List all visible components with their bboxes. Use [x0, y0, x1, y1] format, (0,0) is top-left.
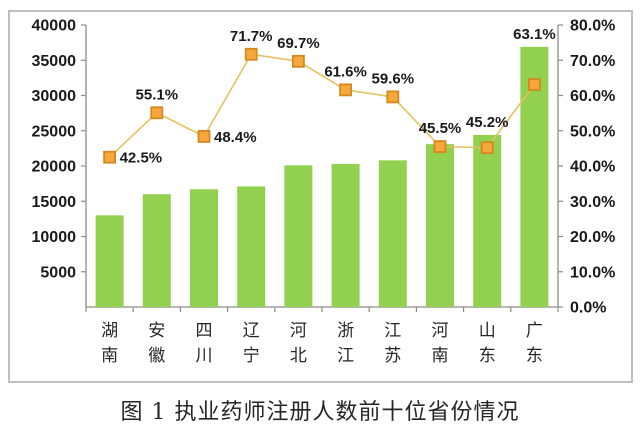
- right-axis-tick-label: 0.0%: [570, 300, 606, 317]
- line-marker: [528, 78, 541, 91]
- category-label: 南: [101, 346, 118, 366]
- category-label: 徽: [148, 346, 165, 366]
- bar: [142, 194, 171, 307]
- line-marker: [103, 150, 116, 164]
- point-label: 55.1%: [136, 86, 179, 103]
- left-axis-tick-label: 35000: [32, 53, 77, 70]
- point-label: 71.7%: [230, 28, 273, 45]
- line-series: [109, 53, 536, 158]
- point-label: 48.4%: [214, 129, 257, 146]
- line-marker: [433, 140, 447, 154]
- right-axis-tick-label: 30.0%: [570, 194, 615, 211]
- category-label: 东: [479, 346, 496, 366]
- point-label: 59.6%: [372, 70, 415, 87]
- bar: [190, 189, 218, 307]
- category-label: 辽: [243, 321, 260, 341]
- category-label: 宁: [243, 346, 260, 366]
- category-label: 四: [196, 321, 213, 341]
- left-axis-tick-label: 15000: [32, 194, 77, 211]
- category-label: 江: [337, 346, 354, 366]
- category-label: 安: [148, 321, 165, 341]
- category-label: 南: [432, 346, 449, 366]
- right-axis-tick-label: 20.0%: [570, 229, 615, 246]
- line-marker: [386, 90, 400, 104]
- right-axis-tick-label: 10.0%: [570, 264, 615, 281]
- point-label: 42.5%: [120, 150, 163, 167]
- category-label: 山: [479, 321, 496, 341]
- line-marker: [339, 83, 353, 97]
- bar: [237, 186, 266, 307]
- combo-chart: 5000 10000 15000 20000 25000 30000 35000 40000 0…: [8, 10, 633, 383]
- category-label: 湖: [101, 321, 118, 341]
- category-label: 江: [384, 321, 401, 341]
- category-label: 浙: [337, 321, 354, 341]
- line-marker: [480, 141, 494, 155]
- left-axis-tick-label: 5000: [40, 264, 76, 281]
- left-axis-tick-label: 25000: [32, 123, 77, 140]
- right-axis-tick-label: 70.0%: [570, 53, 615, 70]
- right-axis-tick-label: 80.0%: [570, 18, 615, 35]
- left-axis-tick-label: 20000: [32, 159, 77, 176]
- category-label: 河: [432, 321, 449, 341]
- point-label: 61.6%: [324, 63, 367, 80]
- point-label: 69.7%: [277, 35, 320, 52]
- line-marker: [150, 106, 164, 120]
- category-label: 苏: [384, 346, 401, 366]
- figure-caption: 图 1 执业药师注册人数前十位省份情况: [120, 400, 520, 425]
- right-axis-tick-label: 50.0%: [570, 123, 615, 140]
- point-label: 63.1%: [513, 26, 556, 43]
- point-label: 45.5%: [419, 120, 462, 137]
- bar: [473, 134, 502, 307]
- bar: [378, 160, 407, 307]
- category-label: 川: [196, 346, 213, 366]
- category-label: 河: [290, 321, 307, 341]
- left-axis-tick-label: 10000: [32, 229, 77, 246]
- bar: [426, 144, 454, 307]
- category-label: 广: [526, 321, 543, 341]
- bar: [95, 215, 124, 307]
- line-marker: [291, 54, 305, 68]
- bar: [284, 165, 313, 307]
- bar: [331, 163, 360, 307]
- chart-frame: 5000 10000 15000 20000 25000 30000 35000 40000 0…: [8, 10, 633, 383]
- category-label: 北: [290, 346, 307, 366]
- left-axis-tick-label: 40000: [32, 18, 77, 35]
- point-label: 45.2%: [466, 114, 509, 131]
- line-marker: [197, 129, 211, 143]
- line-marker: [244, 47, 258, 61]
- right-axis-tick-label: 60.0%: [570, 88, 615, 105]
- right-axis-tick-label: 40.0%: [570, 159, 615, 176]
- left-axis-tick-label: 30000: [32, 88, 77, 105]
- category-label: 东: [526, 346, 543, 366]
